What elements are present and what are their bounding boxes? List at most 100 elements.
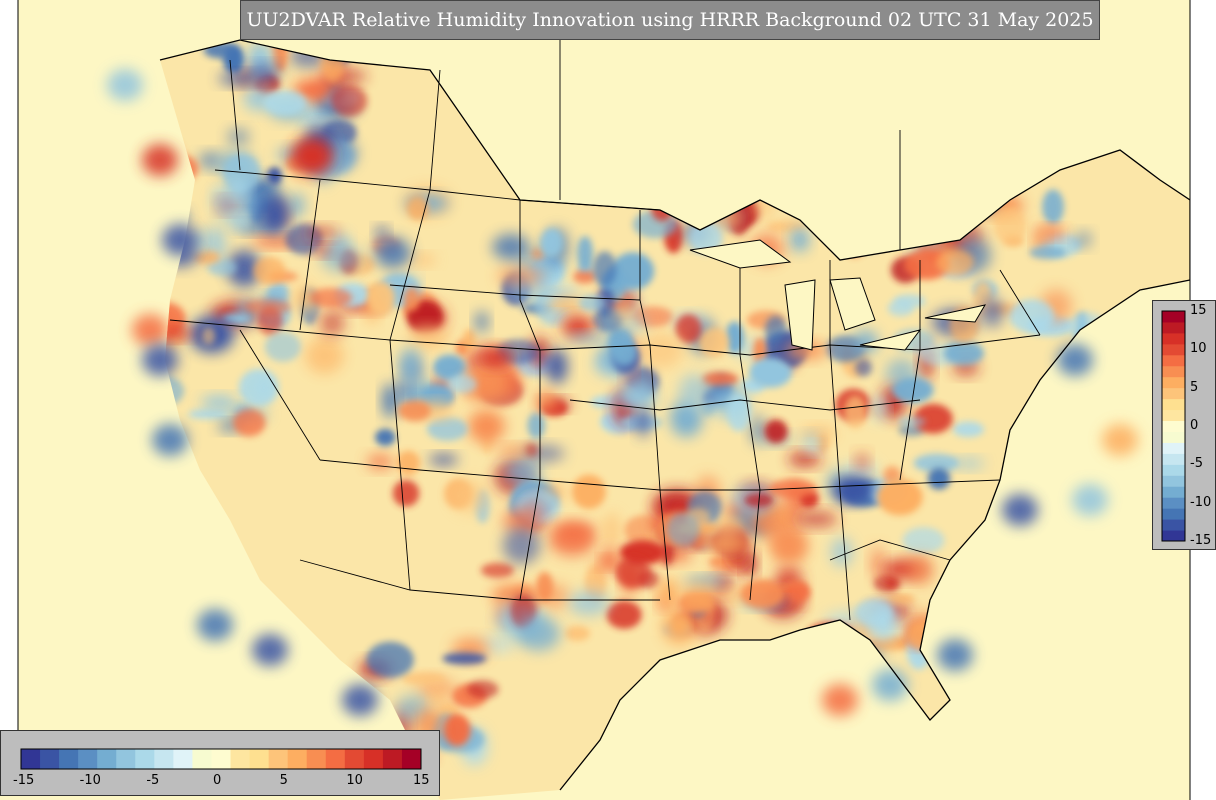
field-blob <box>913 403 953 434</box>
field-blob <box>200 396 238 410</box>
colorbar-swatch <box>1162 376 1185 389</box>
colorbar-tick-label: 5 <box>1190 379 1199 395</box>
field-blob <box>705 534 751 556</box>
colorbar-swatch <box>135 749 155 769</box>
field-blob <box>936 249 975 276</box>
field-blob <box>567 333 609 344</box>
ocean-blob <box>197 609 233 641</box>
field-blob <box>264 331 302 362</box>
field-blob <box>638 332 684 369</box>
colorbar-horizontal-ramp <box>20 748 422 770</box>
field-blob <box>907 554 934 586</box>
field-blob <box>546 349 568 384</box>
ocean-blob <box>822 684 858 716</box>
field-blob <box>428 454 459 465</box>
field-blob <box>727 393 751 432</box>
field-blob <box>602 546 619 573</box>
field-blob <box>1033 225 1048 253</box>
colorbar-swatch <box>211 749 232 769</box>
colorbar-swatch <box>173 749 193 769</box>
field-blob <box>464 364 510 402</box>
colorbar-tick-label: 5 <box>279 773 288 788</box>
field-blob <box>830 537 853 568</box>
field-blob <box>952 458 985 469</box>
colorbar-swatch <box>78 749 98 769</box>
colorbar-swatch <box>287 749 308 769</box>
field-blob <box>321 243 361 273</box>
ocean-blob <box>142 144 178 176</box>
field-blob <box>749 357 793 388</box>
field-blob <box>873 574 901 593</box>
field-blob <box>253 256 286 285</box>
field-blob <box>952 421 985 438</box>
field-blob <box>443 713 471 747</box>
field-blob <box>887 300 914 317</box>
field-blob <box>407 326 450 349</box>
field-blob <box>702 371 739 387</box>
field-blob <box>331 84 368 117</box>
field-blob <box>222 45 245 74</box>
field-blob <box>536 390 557 411</box>
field-blob <box>233 409 266 437</box>
field-blob <box>399 347 422 385</box>
colorbar-swatch <box>325 749 346 769</box>
ocean-blob <box>107 69 143 101</box>
field-blob <box>790 227 809 252</box>
field-blob <box>571 474 606 510</box>
colorbar-swatch <box>59 749 79 769</box>
colorbar-swatch <box>1162 519 1185 531</box>
field-blob <box>540 228 563 258</box>
field-blob <box>516 616 561 651</box>
field-blob <box>600 342 624 369</box>
field-blob <box>293 79 332 102</box>
ocean-blob <box>132 314 168 346</box>
field-blob <box>788 452 821 467</box>
field-blob <box>187 409 229 420</box>
colorbar-swatch <box>1162 464 1185 476</box>
colorbar-swatch <box>1162 332 1185 345</box>
field-blob <box>657 578 679 608</box>
field-blob <box>764 419 788 444</box>
colorbar-swatch <box>1162 453 1185 465</box>
field-blob <box>213 184 259 223</box>
ocean-blob <box>872 669 908 701</box>
field-blob <box>221 313 250 325</box>
field-blob <box>867 603 899 642</box>
field-blob <box>366 641 414 678</box>
colorbar-vertical: 15 10 5 0 -5 -10 -15 <box>1152 300 1216 550</box>
field-blob <box>492 233 530 261</box>
field-blob <box>535 571 554 603</box>
colorbar-tick-label: -10 <box>1190 494 1212 510</box>
ocean-blob <box>142 344 178 376</box>
ocean-blob <box>1002 494 1038 526</box>
field-blob <box>305 337 344 374</box>
field-blob <box>261 197 289 234</box>
ocean-blob <box>1102 424 1138 456</box>
field-blob <box>303 226 339 240</box>
field-blob <box>855 452 869 471</box>
colorbar-swatch <box>40 749 60 769</box>
colorbar-tick-label: 15 <box>1190 303 1207 318</box>
field-blob <box>902 527 945 554</box>
field-blob <box>475 311 489 333</box>
field-blob <box>1075 231 1092 248</box>
field-blob <box>870 545 885 580</box>
field-blob <box>319 310 345 336</box>
field-blob <box>530 248 545 261</box>
field-blob <box>844 395 867 430</box>
field-blob <box>771 539 807 563</box>
field-blob <box>243 299 291 315</box>
colorbar-vertical-ramp <box>1161 310 1186 542</box>
ocean-blob <box>1072 484 1108 516</box>
colorbar-swatch <box>1162 475 1185 487</box>
colorbar-swatch <box>230 749 251 769</box>
field-blob <box>678 373 708 412</box>
field-blob <box>382 383 398 419</box>
field-blob <box>877 478 923 516</box>
colorbar-tick-label: -5 <box>146 773 160 788</box>
colorbar-tick-label: -10 <box>79 773 101 788</box>
colorbar-swatch <box>97 749 117 769</box>
ocean-blob <box>937 639 973 671</box>
field-blob <box>230 181 249 197</box>
colorbar-tick-label: 10 <box>1190 341 1207 357</box>
